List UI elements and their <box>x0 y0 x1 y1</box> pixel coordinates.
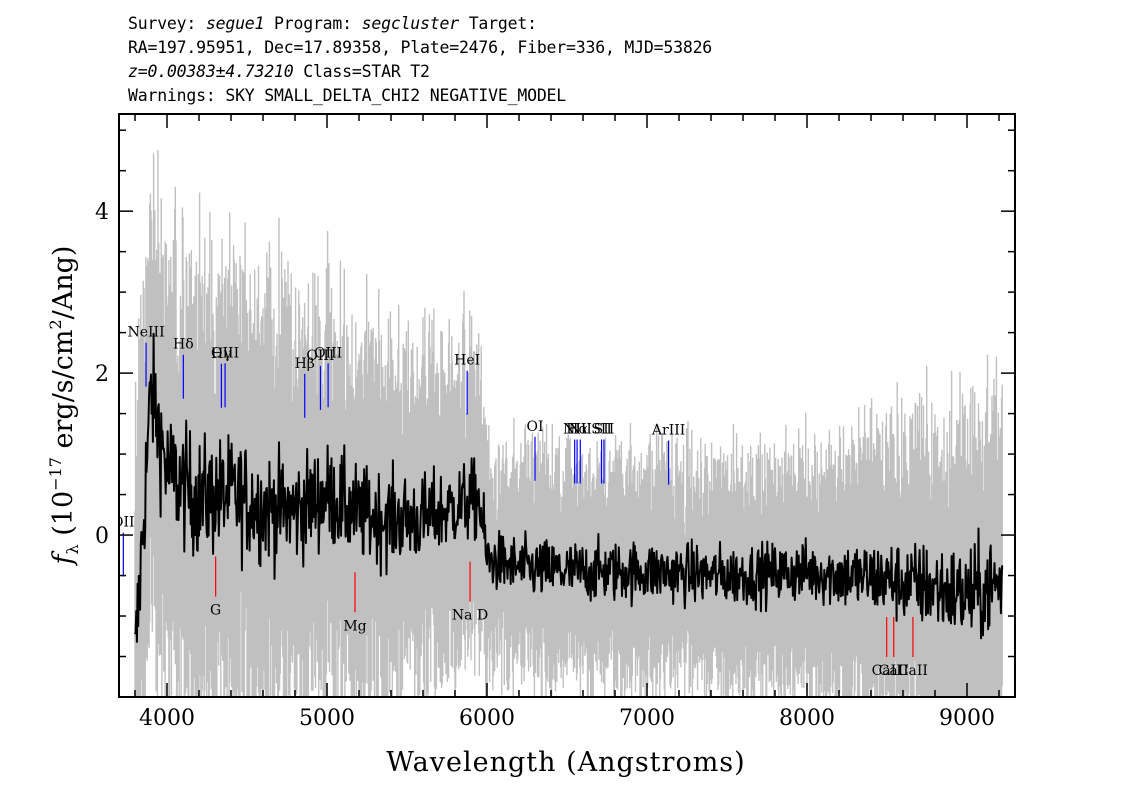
emission-line-label: SII <box>594 421 615 437</box>
y-tick-label: 4 <box>95 200 109 225</box>
emission-line-label: Hδ <box>173 337 194 353</box>
target-label: Target: <box>468 14 537 33</box>
y-axis-label: fλ (10−17 erg/s/cm2/Ang) <box>46 246 82 567</box>
class-value: Class=STAR T2 <box>303 62 430 81</box>
emission-line-label: OIII <box>306 348 334 364</box>
survey-value: segue1 <box>205 14 265 33</box>
y-tick-label: 2 <box>95 362 109 387</box>
absorption-line-label: CaII <box>898 663 928 679</box>
flux-line <box>134 332 1004 643</box>
x-tick-label: 9000 <box>939 706 995 731</box>
x-tick-label: 7000 <box>619 706 675 731</box>
emission-line-label: OIII <box>314 345 342 361</box>
program-value: segcluster <box>361 14 460 33</box>
svg-text:fλ (10−17 erg/s/cm2/Ang): fλ (10−17 erg/s/cm2/Ang) <box>46 246 82 567</box>
x-tick-label: 4000 <box>139 706 195 731</box>
emission-line-label: Hγ <box>211 346 232 362</box>
survey-label: Survey: <box>128 14 197 33</box>
emission-line-label: OII <box>112 515 135 531</box>
x-tick-label: 8000 <box>779 706 835 731</box>
error-band-path <box>134 150 1003 697</box>
emission-line-label: OIII <box>211 345 239 361</box>
emission-line-label: SII <box>591 421 612 437</box>
emission-line-label: OI <box>526 419 543 435</box>
absorption-line-label: CaII <box>872 663 902 679</box>
absorption-line-label: CaII <box>879 663 909 679</box>
flux-line-group <box>134 332 1004 643</box>
x-tick-label: 5000 <box>299 706 355 731</box>
emission-line-label: ArIII <box>651 423 685 439</box>
absorption-line-label: Mg <box>343 618 366 634</box>
x-axis-label: Wavelength (Angstroms) <box>386 747 745 778</box>
absorption-line-label: G <box>210 603 221 619</box>
error-band <box>134 150 1003 697</box>
emission-line-label: HeI <box>454 353 480 369</box>
emission-line-label: NII <box>569 421 592 437</box>
header-line-3: z=0.00383±4.73210 Class=STAR T2 <box>128 62 430 81</box>
emission-line-label: NII <box>563 421 586 437</box>
y-tick-label: 0 <box>95 524 109 549</box>
warnings-line: Warnings: SKY SMALL_DELTA_CHI2 NEGATIVE_… <box>128 86 567 105</box>
x-tick-label: 6000 <box>459 706 515 731</box>
absorption-line-label: Na D <box>452 608 488 624</box>
plot-frame <box>118 113 1016 698</box>
header-line-2: RA=197.95951, Dec=17.89358, Plate=2476, … <box>128 38 713 57</box>
redshift-value: z=0.00383±4.73210 <box>128 62 294 81</box>
header-line-1: Survey: segue1 Program: segcluster Targe… <box>128 14 537 33</box>
emission-line-label: Hα <box>566 421 588 437</box>
axes: 4000 5000 6000 7000 8000 9000 0 2 4 <box>95 113 1016 731</box>
emission-line-label: Hβ <box>295 356 315 372</box>
emission-line-label: NeIII <box>127 325 164 341</box>
program-label: Program: <box>274 14 352 33</box>
